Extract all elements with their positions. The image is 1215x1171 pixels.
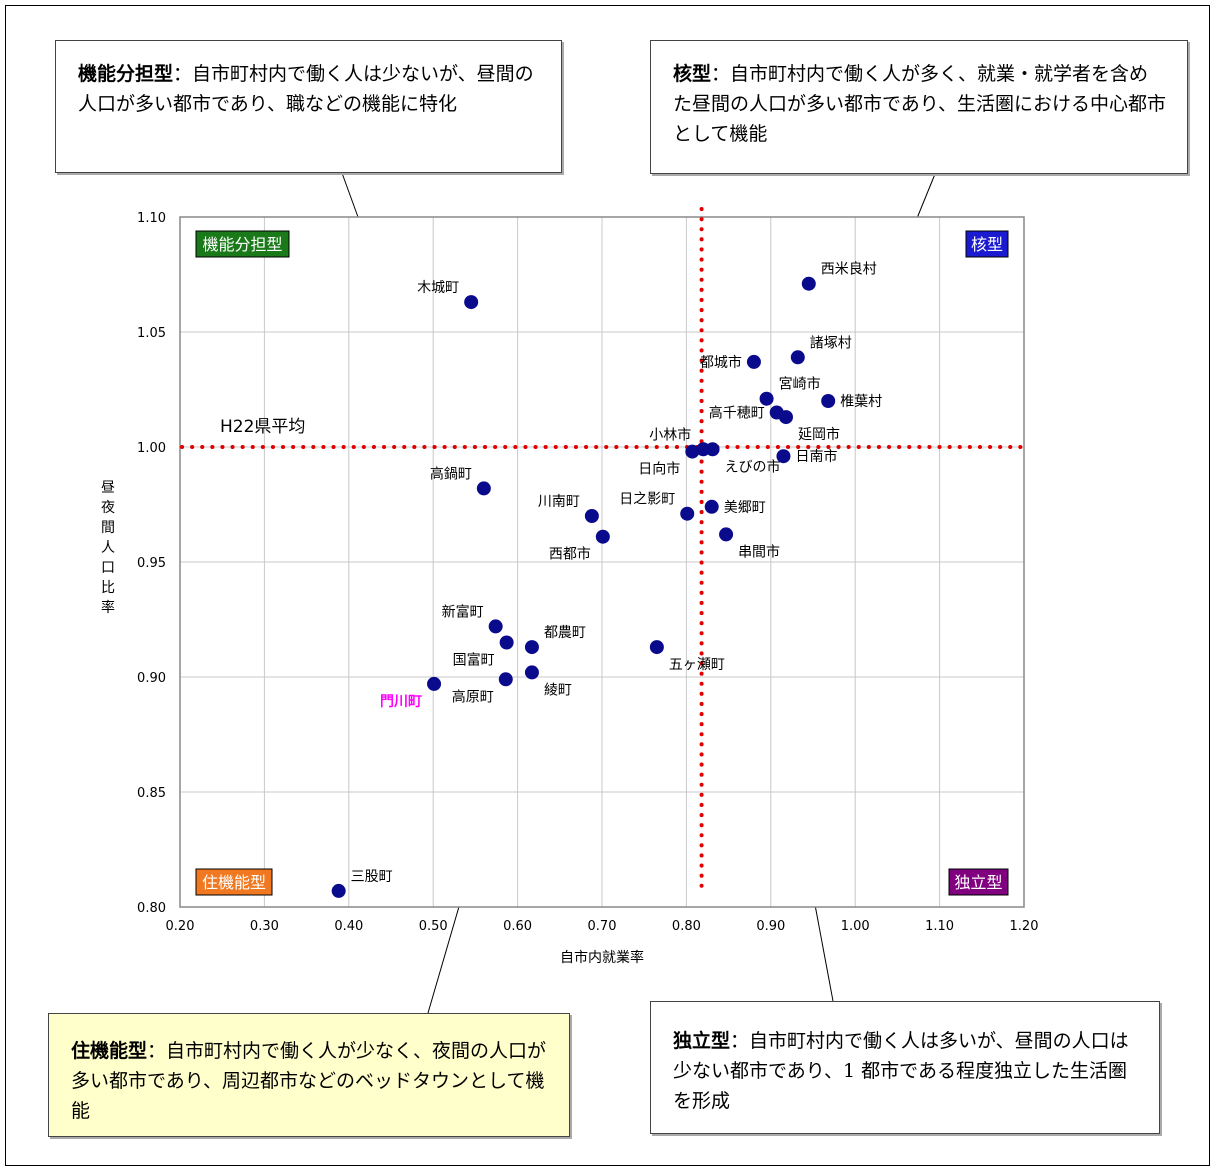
- y-tick-label: 0.95: [137, 556, 166, 571]
- data-point: [476, 481, 491, 496]
- data-point-label: 高原町: [452, 688, 494, 705]
- callout-body: ：自市町村内で働く人は少ないが、昼間の人口が多い都市であり、職などの機能に特化: [78, 63, 534, 115]
- data-point-label: えびの市: [725, 458, 781, 475]
- x-tick-label: 1.10: [925, 919, 954, 934]
- data-point: [498, 672, 513, 687]
- data-point: [801, 276, 816, 291]
- callout-body: ：自市町村内で働く人が多く、就業・就学者を含めた昼間の人口が多い都市であり、生活…: [673, 63, 1167, 145]
- callout-title: 独立型: [673, 1030, 731, 1052]
- data-point-label: 都城市: [700, 354, 742, 371]
- data-point-label: 綾町: [544, 682, 572, 698]
- y-axis-title: 昼夜間人口比率: [101, 480, 115, 616]
- data-point: [680, 506, 695, 521]
- data-point-label: 延岡市: [798, 426, 840, 443]
- data-point-label: 日之影町: [619, 492, 675, 508]
- data-point: [649, 640, 664, 655]
- x-tick-label: 0.60: [503, 919, 532, 934]
- data-point: [685, 444, 700, 459]
- callout-body: ：自市町村内で働く人は多いが、昼間の人口は少ない都市であり、1 都市である程度独…: [673, 1030, 1129, 1112]
- data-point-label: 日南市: [795, 448, 837, 465]
- data-point: [704, 499, 719, 514]
- data-point: [776, 449, 791, 464]
- callout-title: 住機能型: [71, 1040, 148, 1062]
- quadrant-label: 住機能型: [202, 873, 266, 892]
- data-point: [524, 640, 539, 655]
- quadrant-badge: [948, 868, 1009, 896]
- callout-independent-type: 独立型：自市町村内で働く人は多いが、昼間の人口は少ない都市であり、1 都市である…: [650, 1001, 1160, 1134]
- callout-functional-division: 機能分担型：自市町村内で働く人は少ないが、昼間の人口が多い都市であり、職などの機…: [55, 40, 562, 173]
- data-point-label: 小林市: [649, 426, 691, 443]
- data-point-label: 高鍋町: [430, 465, 472, 482]
- data-point-label: 三股町: [351, 869, 393, 885]
- data-point: [705, 442, 720, 457]
- data-point-label: 都農町: [544, 625, 586, 641]
- x-tick-label: 1.20: [1010, 919, 1039, 934]
- data-point: [331, 883, 346, 898]
- data-point: [719, 527, 734, 542]
- callout-title: 機能分担型: [78, 63, 174, 85]
- data-point: [595, 529, 610, 544]
- quadrant-label: 機能分担型: [202, 235, 282, 254]
- data-point-label: 国富町: [453, 652, 495, 669]
- data-point-label: 門川町: [380, 694, 422, 710]
- data-point-label: 川南町: [538, 494, 580, 510]
- callout-core-type: 核型：自市町村内で働く人が多く、就業・就学者を含めた昼間の人口が多い都市であり、…: [650, 40, 1188, 174]
- x-tick-label: 0.70: [588, 919, 617, 934]
- data-point: [427, 676, 442, 691]
- data-point-label: 日向市: [638, 461, 680, 478]
- data-point-label: 宮崎市: [779, 376, 821, 393]
- x-tick-label: 0.90: [756, 919, 785, 934]
- figure-frame: [5, 5, 1210, 1166]
- quadrant-label: 独立型: [954, 873, 1002, 892]
- data-point: [759, 391, 774, 406]
- data-point-label: 西都市: [549, 546, 591, 563]
- x-tick-label: 0.20: [166, 919, 195, 934]
- quadrant-badge: [965, 230, 1009, 258]
- data-point: [499, 635, 514, 650]
- x-tick-label: 0.80: [672, 919, 701, 934]
- data-point-label: 串間市: [738, 543, 780, 560]
- data-point-label: 美郷町: [724, 500, 766, 516]
- y-tick-label: 1.00: [137, 441, 166, 456]
- quadrant-badge: [195, 868, 273, 896]
- data-point: [464, 295, 479, 310]
- plot-border: [179, 216, 1025, 908]
- data-point: [524, 665, 539, 680]
- data-point-label: 諸塚村: [810, 335, 852, 351]
- data-point-label: 五ヶ瀬町: [669, 657, 725, 673]
- quadrant-badge: [195, 230, 290, 258]
- callout-residential-type: 住機能型：自市町村内で働く人が少なく、夜間の人口が多い都市であり、周辺都市などの…: [48, 1013, 570, 1137]
- x-tick-label: 0.30: [250, 919, 279, 934]
- x-tick-label: 0.50: [419, 919, 448, 934]
- callout-title: 核型: [673, 63, 712, 85]
- callout-body: ：自市町村内で働く人が少なく、夜間の人口が多い都市であり、周辺都市などのベッドタ…: [71, 1040, 547, 1122]
- x-axis-title: 自市内就業率: [560, 949, 644, 966]
- x-tick-label: 0.40: [334, 919, 363, 934]
- y-tick-label: 0.80: [137, 901, 166, 916]
- y-tick-label: 1.05: [137, 326, 166, 341]
- y-tick-label: 0.90: [137, 671, 166, 686]
- data-point-label: 西米良村: [821, 262, 877, 278]
- data-point-label: 椎葉村: [840, 394, 882, 410]
- data-point: [746, 354, 761, 369]
- y-tick-label: 0.85: [137, 786, 166, 801]
- data-point: [584, 509, 599, 523]
- data-point: [821, 394, 836, 408]
- reference-line-label: H22県平均: [220, 417, 305, 437]
- data-point: [790, 350, 805, 365]
- data-point-label: 新富町: [442, 603, 484, 620]
- data-point: [488, 619, 503, 634]
- data-point-label: 高千穂町: [709, 405, 765, 422]
- quadrant-label: 核型: [971, 235, 1003, 254]
- x-tick-label: 1.00: [841, 919, 870, 934]
- y-tick-label: 1.10: [137, 211, 166, 226]
- data-point: [778, 410, 793, 425]
- data-point-label: 木城町: [417, 280, 459, 296]
